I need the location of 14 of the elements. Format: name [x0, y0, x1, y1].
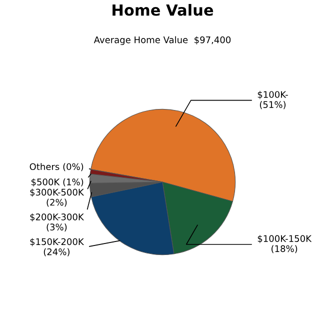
legend-label: Others (0%) — [30, 163, 84, 172]
slice-label: $100K-150K — [258, 234, 312, 244]
slice-label: $100K- — [258, 90, 288, 100]
slice-label: $300K-500K — [30, 188, 84, 197]
slice-label: $150K-200K — [30, 238, 84, 246]
data-label: (2%) — [46, 198, 67, 207]
data-label: (51%) — [260, 101, 286, 110]
slice-label: $200K-300K — [30, 213, 84, 222]
chart-subtitle: Average Home Value $97,400 — [94, 36, 231, 45]
slice-label: $500K (1%) — [31, 178, 84, 187]
chart-title: Home Value — [112, 4, 214, 16]
data-label: (18%) — [272, 245, 298, 254]
data-label: (24%) — [44, 248, 70, 256]
data-label: (3%) — [46, 223, 67, 232]
